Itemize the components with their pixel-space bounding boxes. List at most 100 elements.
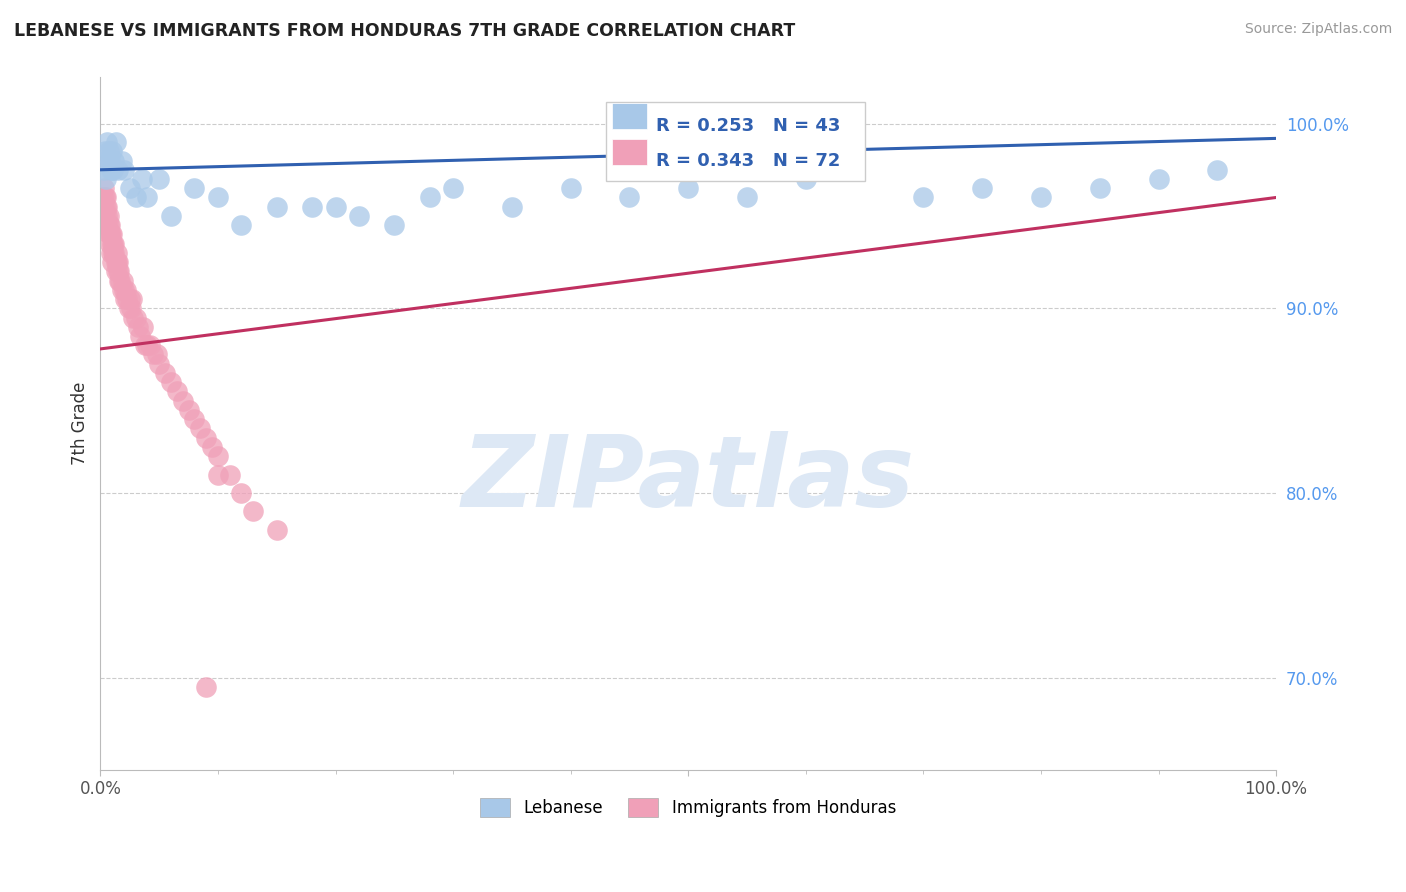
Point <box>103 153 125 168</box>
Point <box>96 218 118 232</box>
Point <box>93 200 115 214</box>
Point <box>117 292 139 306</box>
Point <box>104 264 127 278</box>
Point <box>96 172 118 186</box>
Point <box>207 190 229 204</box>
Point <box>115 283 138 297</box>
Point <box>676 181 699 195</box>
Point <box>301 200 323 214</box>
Point <box>100 162 122 177</box>
Point <box>1206 162 1229 177</box>
Point <box>207 449 229 463</box>
Point <box>148 357 170 371</box>
Point <box>124 190 146 204</box>
Point <box>96 200 118 214</box>
Point <box>103 246 125 260</box>
Point <box>136 338 159 352</box>
Point <box>188 421 211 435</box>
Point <box>101 145 124 159</box>
Point <box>98 218 121 232</box>
Point <box>94 145 117 159</box>
Point <box>121 292 143 306</box>
Point <box>112 283 135 297</box>
Point <box>142 347 165 361</box>
Point <box>107 162 129 177</box>
Point <box>127 319 149 334</box>
Point <box>105 246 128 260</box>
Point <box>110 283 132 297</box>
Text: LEBANESE VS IMMIGRANTS FROM HONDURAS 7TH GRADE CORRELATION CHART: LEBANESE VS IMMIGRANTS FROM HONDURAS 7TH… <box>14 22 796 40</box>
Point <box>103 162 125 177</box>
Point <box>110 274 132 288</box>
Point <box>96 190 118 204</box>
Point <box>96 209 118 223</box>
Point <box>118 181 141 195</box>
Point <box>114 292 136 306</box>
Point <box>105 255 128 269</box>
Point <box>122 310 145 325</box>
Point <box>972 181 994 195</box>
Point <box>619 190 641 204</box>
Text: R = 0.253   N = 43: R = 0.253 N = 43 <box>657 117 841 135</box>
Point <box>103 246 125 260</box>
Point <box>94 190 117 204</box>
Point <box>107 255 129 269</box>
Point <box>153 366 176 380</box>
Point <box>794 172 817 186</box>
Point <box>96 135 118 149</box>
Point <box>104 255 127 269</box>
Point <box>177 402 200 417</box>
FancyBboxPatch shape <box>612 139 647 165</box>
Point <box>97 218 120 232</box>
Point <box>1147 172 1170 186</box>
Point <box>101 227 124 242</box>
Legend: Lebanese, Immigrants from Honduras: Lebanese, Immigrants from Honduras <box>474 791 903 824</box>
Point <box>108 264 131 278</box>
Point <box>207 467 229 482</box>
Point <box>347 209 370 223</box>
Point <box>501 200 523 214</box>
Point <box>93 162 115 177</box>
Point <box>131 172 153 186</box>
Point <box>266 200 288 214</box>
Point <box>112 162 135 177</box>
Point <box>912 190 935 204</box>
Point <box>100 227 122 242</box>
Point <box>91 190 114 204</box>
Point <box>266 523 288 537</box>
Point <box>183 181 205 195</box>
Point <box>195 680 218 694</box>
FancyBboxPatch shape <box>612 103 647 129</box>
Point <box>218 467 240 482</box>
Point <box>131 319 153 334</box>
Point <box>201 440 224 454</box>
Point <box>96 218 118 232</box>
Point <box>146 347 169 361</box>
Point <box>97 227 120 242</box>
Point <box>382 218 405 232</box>
Point <box>172 393 194 408</box>
Point <box>97 209 120 223</box>
Point <box>98 153 121 168</box>
Point <box>98 227 121 242</box>
Point <box>101 236 124 251</box>
Point <box>97 145 120 159</box>
Point <box>91 153 114 168</box>
Point <box>160 209 183 223</box>
Point <box>104 135 127 149</box>
Point <box>419 190 441 204</box>
Point <box>134 338 156 352</box>
Point <box>103 236 125 251</box>
Text: R = 0.343   N = 72: R = 0.343 N = 72 <box>657 153 841 170</box>
Point <box>101 255 124 269</box>
Point <box>560 181 582 195</box>
Point <box>107 264 129 278</box>
Point <box>325 200 347 214</box>
FancyBboxPatch shape <box>606 102 865 181</box>
Point <box>98 236 121 251</box>
Point <box>129 329 152 343</box>
Point <box>183 412 205 426</box>
Point <box>136 190 159 204</box>
Point <box>110 153 132 168</box>
Point <box>117 301 139 316</box>
